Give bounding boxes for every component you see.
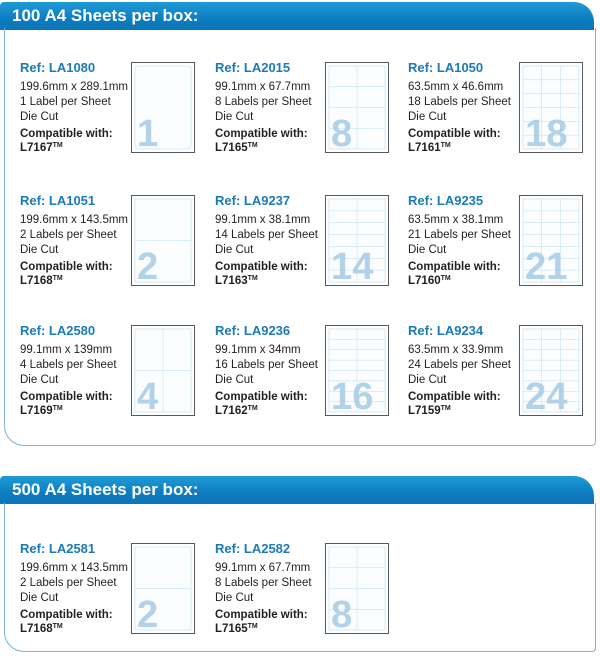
svg-text:8: 8 [331,593,352,634]
svg-text:24: 24 [525,375,568,416]
svg-text:1: 1 [137,112,158,153]
svg-text:21: 21 [525,245,567,286]
svg-text:14: 14 [331,245,374,286]
svg-text:2: 2 [137,593,158,634]
svg-text:4: 4 [137,375,159,416]
svg-text:8: 8 [331,112,352,153]
svg-text:16: 16 [331,375,373,416]
svg-text:18: 18 [525,112,567,153]
svg-text:2: 2 [137,245,158,286]
